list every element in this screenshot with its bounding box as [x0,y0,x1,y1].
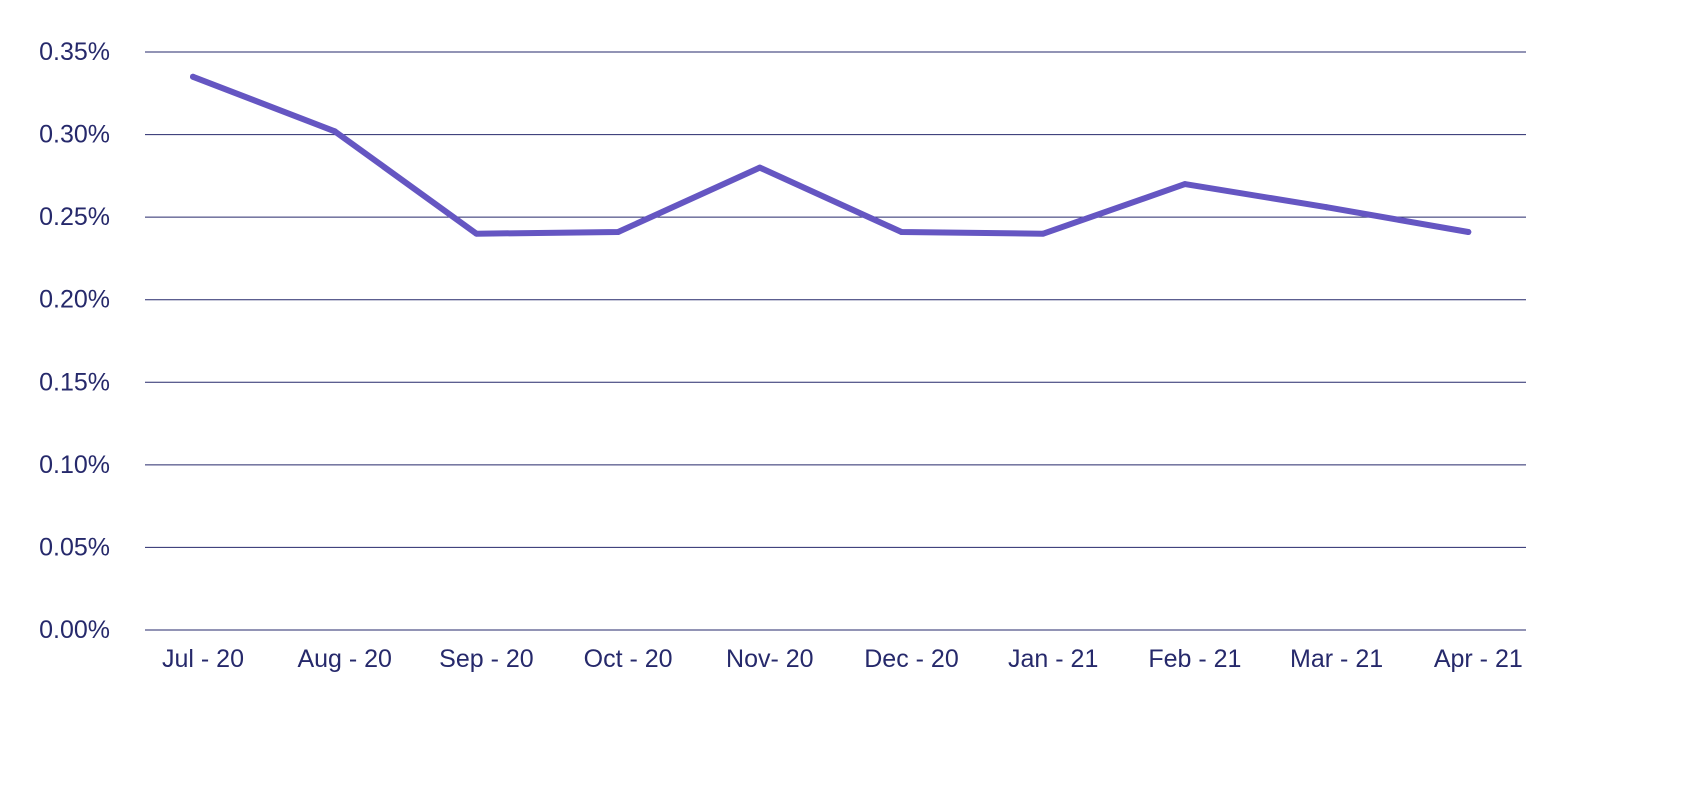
data-point [615,229,622,236]
y-axis-ticks: 0.00% 0.05% 0.10% 0.15% 0.20% 0.25% 0.30% 0.35% [39,38,110,644]
y-tick-label: 0.20% [39,286,110,314]
x-tick-label: Jan - 21 [1008,645,1098,673]
x-tick-label: Dec - 20 [864,645,958,673]
data-point [756,164,763,171]
data-point [1181,181,1188,188]
x-tick-label: Aug - 20 [297,645,392,673]
x-tick-label: Oct - 20 [584,645,673,673]
gridlines [145,51,1526,631]
x-tick-label: Sep - 20 [439,645,534,673]
x-tick-label: Feb - 21 [1148,645,1241,673]
series-line [190,73,1472,237]
x-tick-label: Nov- 20 [726,645,814,673]
y-tick-label: 0.05% [39,533,110,561]
y-tick-label: 0.00% [39,616,110,644]
data-point [1323,204,1330,211]
y-tick-label: 0.25% [39,203,110,231]
data-point [473,230,480,237]
series-layer [190,73,1472,237]
y-tick-label: 0.30% [39,121,110,149]
x-tick-label: Apr - 21 [1434,645,1523,673]
data-point [1040,230,1047,237]
y-tick-label: 0.35% [39,38,110,66]
data-point [898,229,905,236]
x-tick-label: Jul - 20 [162,645,244,673]
y-tick-label: 0.10% [39,451,110,479]
data-point [331,128,338,135]
x-axis-ticks: Jul - 20 Aug - 20 Sep - 20 Oct - 20 Nov- 20 D… [162,645,1523,673]
y-tick-label: 0.15% [39,368,110,396]
data-point [190,73,196,80]
data-point [1465,229,1472,236]
x-tick-label: Mar - 21 [1290,645,1383,673]
